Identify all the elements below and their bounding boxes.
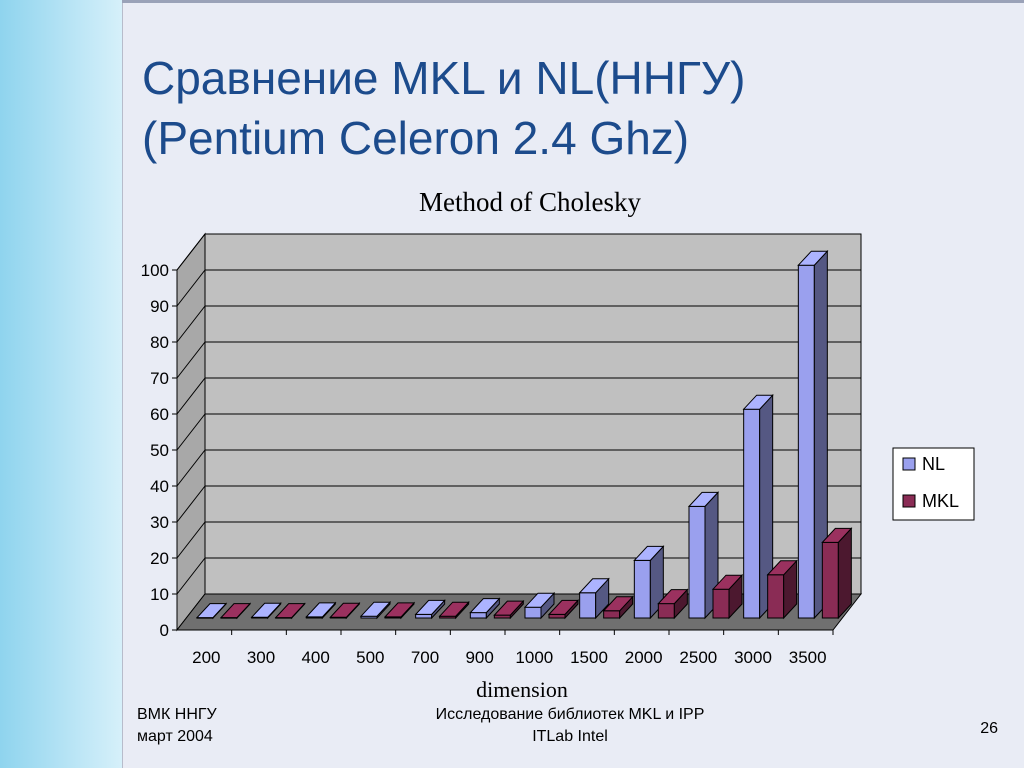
x-tick-label: 300 [247, 648, 275, 667]
page-number: 26 [980, 720, 998, 737]
footer-left: ВМК ННГУ март 2004 [137, 704, 217, 748]
bar-mkl [547, 599, 580, 620]
bar-nl [797, 249, 829, 620]
x-tick-label: 2000 [625, 648, 663, 667]
top-divider [122, 0, 1024, 3]
footer-date: март 2004 [137, 728, 213, 745]
x-axis-label: dimension [476, 677, 568, 702]
footer-center: Исследование библиотек MKL и IPP ITLab I… [380, 704, 760, 748]
gridline-side [176, 377, 206, 415]
bar-nl [305, 601, 337, 620]
gridline-side [176, 485, 206, 523]
x-tick-label: 2500 [679, 648, 717, 667]
slide-title: Сравнение MKL и NL(ННГУ) (Pentium Celero… [142, 48, 1002, 168]
bar-nl [414, 599, 446, 620]
bar-nl [523, 591, 556, 620]
bar-nl [687, 491, 720, 620]
sidebar-decoration [0, 0, 122, 768]
bar-nl [195, 602, 228, 620]
y-tick-label: 70 [150, 369, 169, 388]
y-tick-label: 10 [150, 585, 169, 604]
gridline-side [176, 557, 206, 595]
bar-mkl [711, 573, 744, 620]
x-tick-label: 3000 [734, 648, 772, 667]
x-tick-label: 400 [301, 648, 329, 667]
footer-org: ВМК ННГУ [137, 706, 217, 723]
x-tick-label: 900 [465, 648, 493, 667]
x-tick-label: 200 [192, 648, 220, 667]
bar-mkl [766, 559, 798, 620]
bar-nl [578, 577, 610, 620]
bar-mkl [383, 601, 416, 620]
chart-title: Method of Cholesky [419, 187, 641, 217]
legend-label: MKL [922, 491, 959, 511]
bar-nl [742, 393, 774, 620]
bar-mkl [329, 602, 361, 620]
legend-swatch [902, 494, 916, 508]
bar-mkl [821, 527, 853, 620]
gridline-side [176, 341, 206, 379]
gridline-side [176, 305, 206, 343]
gridline-side [176, 413, 206, 451]
bar-mkl [493, 599, 525, 620]
bar-nl [469, 597, 501, 620]
bar-mkl [657, 588, 689, 620]
slide-title-line1: Сравнение MKL и NL(ННГУ) [142, 52, 746, 104]
y-tick-label: 0 [160, 621, 169, 640]
y-tick-label: 40 [150, 477, 169, 496]
y-tick-label: 20 [150, 549, 169, 568]
x-tick-label: 700 [411, 648, 439, 667]
y-tick-label: 30 [150, 513, 169, 532]
y-tick-label: 100 [141, 261, 169, 280]
x-tick-label: 1500 [570, 648, 608, 667]
x-tick-label: 1000 [515, 648, 553, 667]
gridline-side [176, 233, 206, 271]
footer-lab: ITLab Intel [532, 728, 608, 745]
footer-topic: Исследование библиотек MKL и IPP [435, 706, 705, 723]
legend-label: NL [922, 454, 945, 474]
bar-nl [250, 602, 282, 620]
legend-swatch [902, 457, 916, 471]
y-tick-label: 50 [150, 441, 169, 460]
slide-title-line2: (Pentium Celeron 2.4 Ghz) [142, 112, 690, 164]
bar-mkl [602, 595, 634, 620]
gridline-side [176, 521, 206, 559]
x-tick-label: 500 [356, 648, 384, 667]
bar-nl [359, 600, 392, 620]
bar-mkl [219, 602, 252, 620]
gridline-side [176, 269, 206, 307]
gridline-side [176, 449, 206, 487]
bar-mkl [274, 602, 306, 620]
y-tick-label: 90 [150, 297, 169, 316]
y-tick-label: 60 [150, 405, 169, 424]
y-tick-label: 80 [150, 333, 169, 352]
x-tick-label: 3500 [789, 648, 827, 667]
bar-mkl [438, 600, 470, 620]
